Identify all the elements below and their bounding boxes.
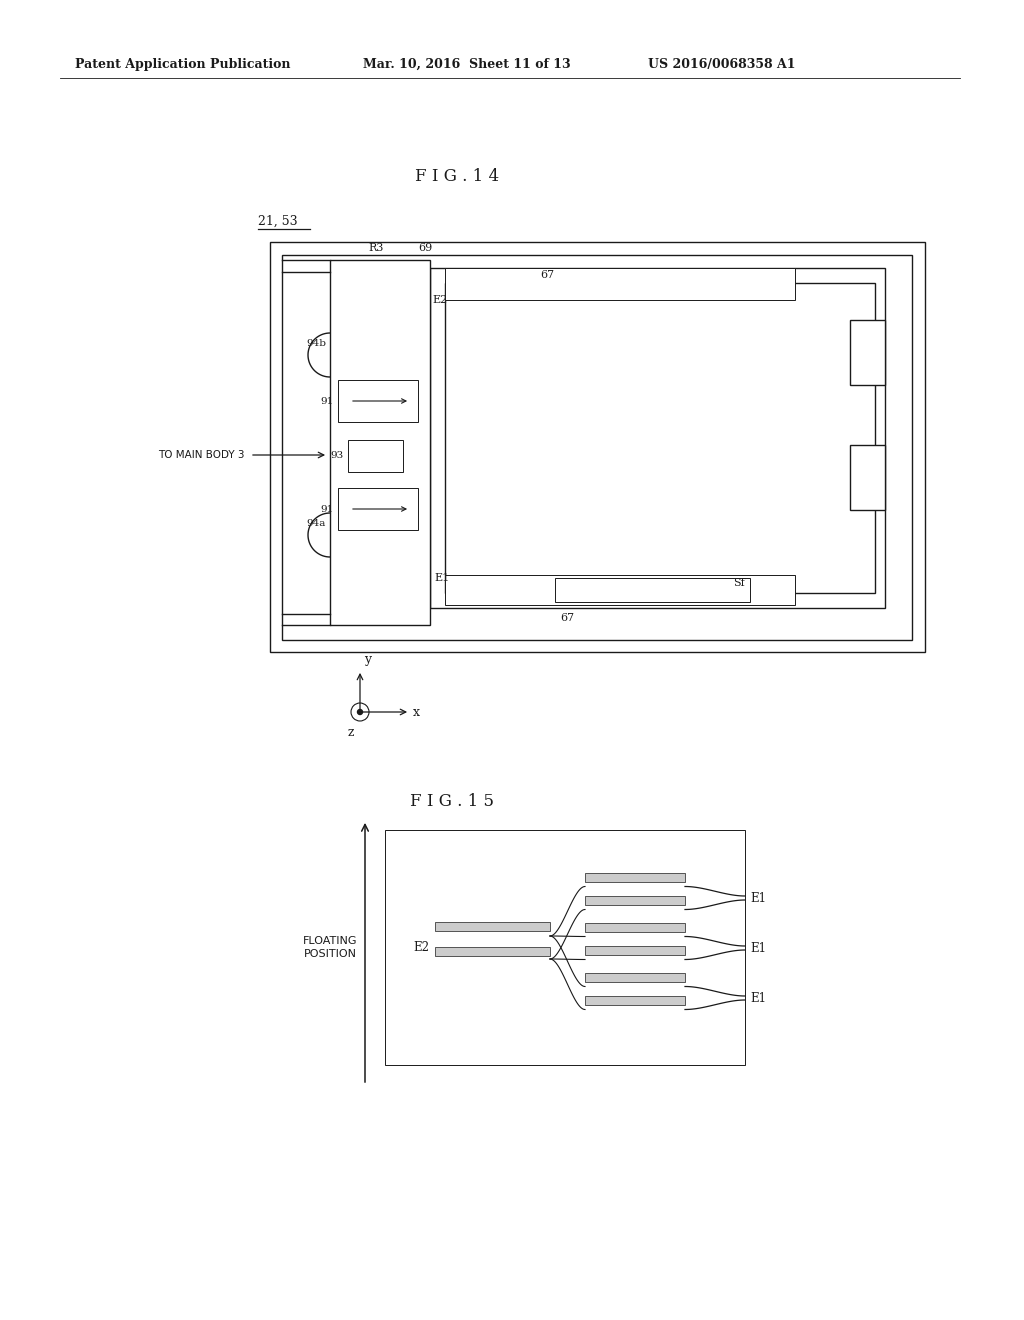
Text: 91: 91 (321, 396, 334, 405)
Text: 91: 91 (321, 504, 334, 513)
Text: 94b: 94b (306, 338, 326, 347)
Text: 93: 93 (331, 451, 344, 461)
Text: Sf: Sf (733, 578, 744, 587)
Text: F I G . 1 5: F I G . 1 5 (410, 793, 494, 810)
Text: x: x (413, 705, 420, 718)
Bar (555, 578, 750, 602)
Text: E1: E1 (434, 573, 450, 583)
Bar (585, 946, 685, 954)
Bar (338, 488, 418, 531)
Bar (270, 242, 925, 652)
Text: y: y (364, 653, 371, 667)
Text: Mar. 10, 2016  Sheet 11 of 13: Mar. 10, 2016 Sheet 11 of 13 (362, 58, 570, 71)
Bar (585, 973, 685, 982)
Text: E1: E1 (750, 891, 766, 904)
Text: FLOATING
POSITION: FLOATING POSITION (302, 936, 357, 960)
Bar (585, 873, 685, 882)
Text: E2: E2 (413, 941, 429, 954)
Bar (850, 319, 885, 385)
Text: 21, 53: 21, 53 (258, 215, 298, 228)
Bar (850, 445, 885, 510)
Bar (445, 282, 874, 593)
Text: Patent Application Publication: Patent Application Publication (75, 58, 291, 71)
Text: 69: 69 (418, 243, 432, 253)
Text: TO MAIN BODY 3: TO MAIN BODY 3 (159, 450, 245, 459)
Text: R3: R3 (368, 243, 383, 253)
Bar (445, 576, 795, 605)
Bar (585, 896, 685, 906)
Bar (435, 946, 550, 956)
Bar (585, 997, 685, 1005)
Text: E1: E1 (750, 941, 766, 954)
Text: 67: 67 (560, 612, 574, 623)
Text: 94a: 94a (306, 519, 326, 528)
Bar (445, 268, 795, 300)
Bar (385, 830, 745, 1065)
Bar (435, 921, 550, 931)
Bar (282, 255, 912, 640)
Text: 67: 67 (540, 271, 554, 280)
Text: E2: E2 (432, 294, 447, 305)
Text: E1: E1 (750, 991, 766, 1005)
Bar (430, 268, 885, 609)
Text: US 2016/0068358 A1: US 2016/0068358 A1 (648, 58, 796, 71)
Bar (348, 440, 403, 473)
Text: F I G . 1 4: F I G . 1 4 (415, 168, 499, 185)
Text: z: z (348, 726, 354, 739)
Bar (338, 380, 418, 422)
Circle shape (357, 710, 362, 714)
Bar (585, 923, 685, 932)
Bar (330, 260, 430, 624)
